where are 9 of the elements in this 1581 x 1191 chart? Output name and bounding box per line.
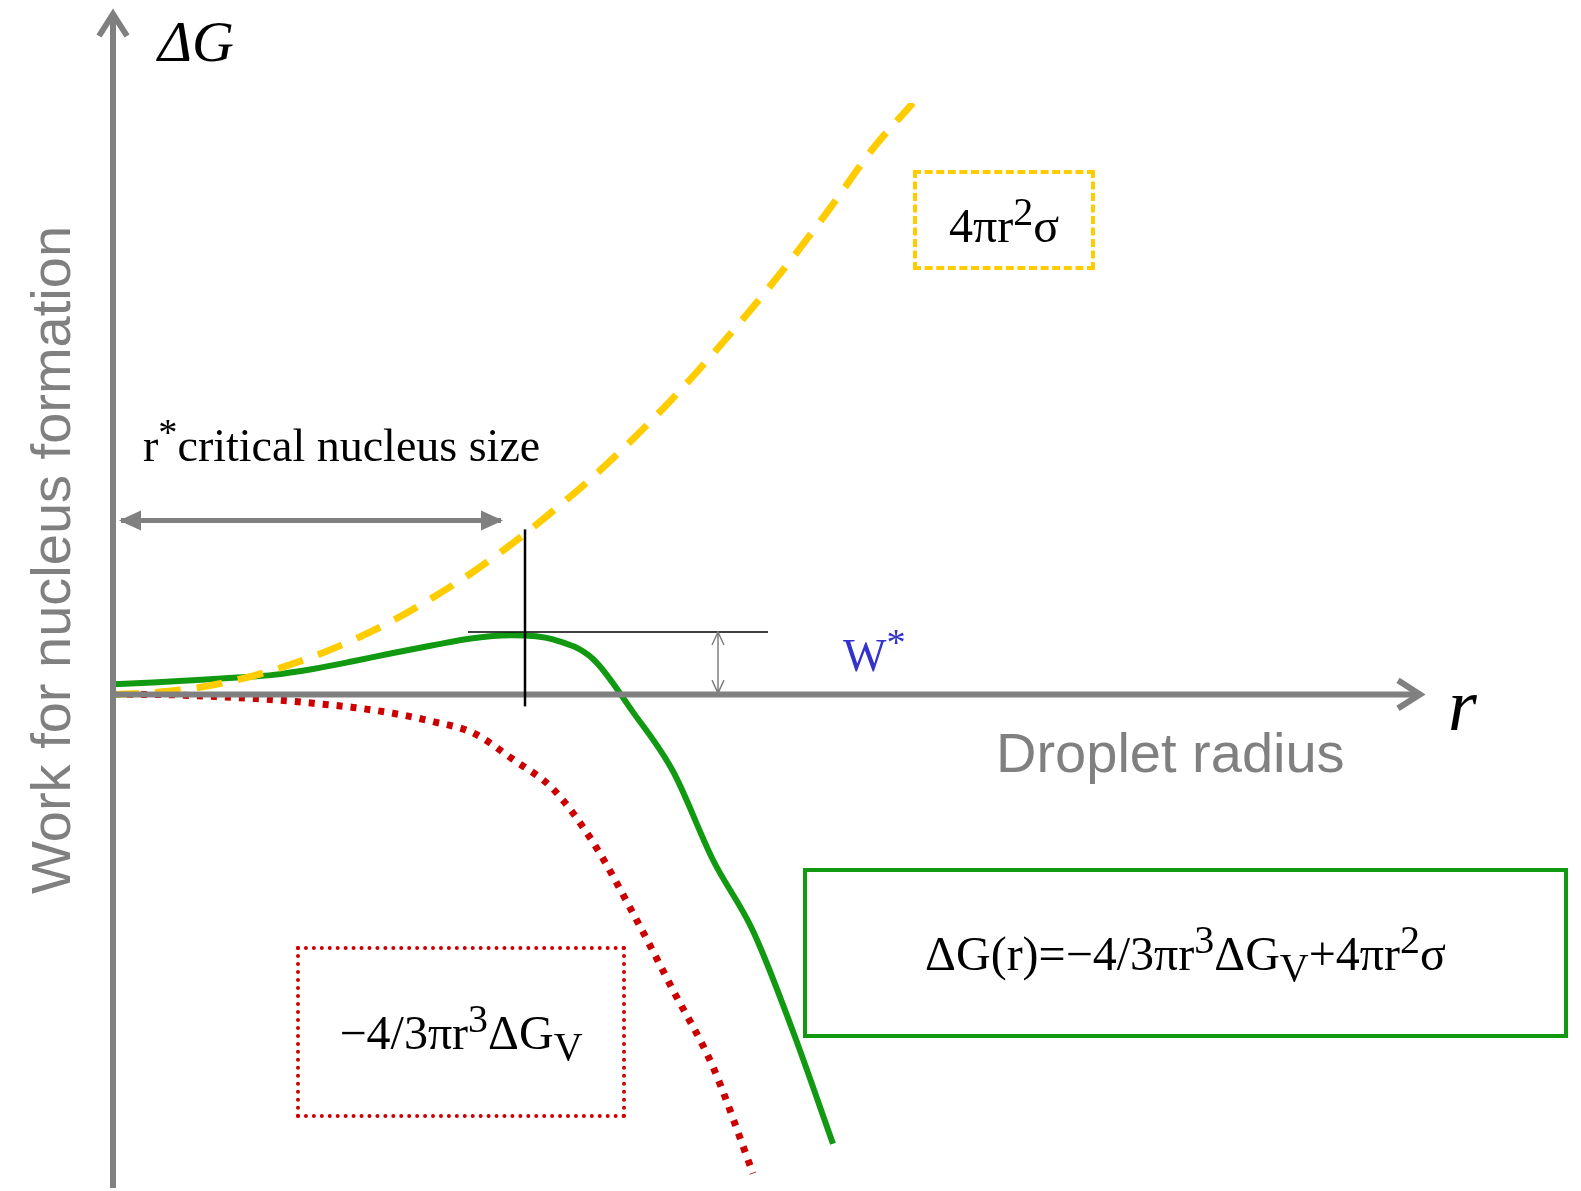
y-axis-title: Work for nucleus formation: [17, 225, 83, 895]
series-label: −4/3πr$^{3}$ΔG$_{V}$: [339, 994, 583, 1070]
series-label: 4πr$^{2}$σ: [948, 187, 1060, 253]
annotation: r$^{*}$critical nucleus size: [143, 410, 541, 473]
text: ΔG: [158, 8, 234, 75]
x-axis-title: Droplet radius: [996, 720, 1345, 785]
text: r: [1448, 663, 1477, 748]
text: ΔG(r)=−4/3πr$^{3}$ΔG$_{V}$+4πr$^{2}$σ: [925, 915, 1446, 991]
annotation: W$^{*}$: [843, 620, 906, 683]
